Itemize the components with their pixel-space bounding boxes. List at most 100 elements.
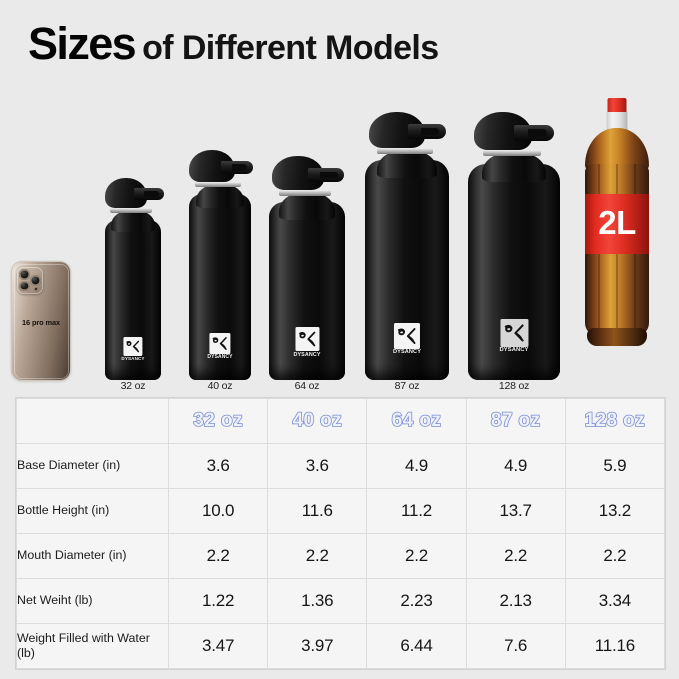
cell-mouth-diameter-32oz: 2.2 <box>167 533 269 579</box>
cola-neck <box>606 112 628 132</box>
cell-base-diameter-87oz: 4.9 <box>465 443 566 489</box>
cell-base-diameter-32oz: 3.6 <box>167 443 269 489</box>
neck-ring <box>483 150 541 156</box>
dysancy-logo-icon <box>295 327 319 352</box>
specifications-table: 32 oz 40 oz 64 oz 87 oz 128 oz Base Diam… <box>16 398 665 669</box>
product-label-40oz: 40 oz <box>207 380 233 392</box>
cola-label: 2L <box>585 194 649 254</box>
table-row: Bottle Height (in) 10.0 11.6 11.2 13.7 1… <box>16 488 665 534</box>
cell-weight-filled-64oz: 6.44 <box>366 623 467 669</box>
camera-lens-icon <box>19 269 30 280</box>
brand-badge: DYSANCY <box>392 322 422 356</box>
reference-object-iphone: 16 pro max <box>12 262 70 380</box>
brand-name: DYSANCY <box>392 349 422 356</box>
cola-cap <box>607 98 627 113</box>
camera-flash-icon <box>33 286 39 292</box>
brand-badge: DYSANCY <box>293 327 320 358</box>
cell-mouth-diameter-128oz: 2.2 <box>564 533 665 579</box>
column-header-128oz: 128 oz <box>564 398 665 444</box>
product-bottle-40oz: DYSANCY 40 oz <box>180 98 260 392</box>
neck-ring <box>377 148 433 154</box>
cell-mouth-diameter-87oz: 2.2 <box>465 533 566 579</box>
product-lineup: 16 pro max DYSANCY <box>0 80 679 392</box>
page-title-strong: Sizes <box>28 18 137 69</box>
dysancy-logo-icon <box>499 318 528 347</box>
brand-name: DYSANCY <box>207 354 233 360</box>
iphone-body: 16 pro max <box>12 262 70 380</box>
neck-ring <box>195 182 241 187</box>
column-header-label: 128 oz <box>584 409 646 432</box>
brand-badge: DYSANCY <box>121 336 145 362</box>
cell-net-weight-40oz: 1.36 <box>267 578 368 624</box>
column-header-label: 87 oz <box>490 409 541 432</box>
page-title-light: of Different Models <box>142 29 439 67</box>
row-label-weight-filled: Weight Filled with Water (lb) <box>16 623 169 669</box>
column-header-label: 64 oz <box>391 409 442 432</box>
table-row: Base Diameter (in) 3.6 3.6 4.9 4.9 5.9 <box>16 443 665 489</box>
product-bottle-128oz: DYSANCY 128 oz <box>460 98 568 392</box>
product-label-32oz: 32 oz <box>120 380 146 392</box>
product-label-87oz: 87 oz <box>394 380 420 392</box>
dysancy-logo-icon <box>209 332 231 354</box>
bottle-shoulder <box>482 152 546 182</box>
column-header-40oz: 40 oz <box>267 398 368 444</box>
bottle-shoulder <box>279 192 335 220</box>
bottle-cap <box>460 112 568 154</box>
column-header-32oz: 32 oz <box>167 398 269 444</box>
cell-mouth-diameter-40oz: 2.2 <box>267 533 368 579</box>
column-header-64oz: 64 oz <box>366 398 467 444</box>
column-header-label: 32 oz <box>193 409 244 432</box>
brand-badge: DYSANCY <box>207 332 233 361</box>
product-bottle-87oz: DYSANCY 87 oz <box>357 98 457 392</box>
cell-bottle-height-87oz: 13.7 <box>465 488 566 534</box>
table-row: Net Weiht (lb) 1.22 1.36 2.23 2.13 3.34 <box>16 578 665 624</box>
camera-lens-icon <box>19 280 30 292</box>
cap-handle <box>308 168 344 182</box>
cell-weight-filled-40oz: 3.97 <box>267 623 368 669</box>
cell-bottle-height-128oz: 13.2 <box>564 488 665 534</box>
cap-handle <box>134 188 164 200</box>
cell-weight-filled-87oz: 7.6 <box>465 623 566 669</box>
camera-lens-icon <box>30 275 41 286</box>
neck-ring <box>110 208 152 213</box>
cap-handle <box>221 161 253 174</box>
cell-mouth-diameter-64oz: 2.2 <box>366 533 467 579</box>
brand-badge: DYSANCY <box>499 318 529 354</box>
brand-name: DYSANCY <box>293 351 321 358</box>
cell-weight-filled-32oz: 3.47 <box>167 623 269 669</box>
cola-volume-label: 2L <box>598 204 636 241</box>
product-bottle-64oz: DYSANCY 64 oz <box>261 98 353 392</box>
bottle-cap <box>180 150 260 186</box>
brand-name: DYSANCY <box>499 347 529 354</box>
bottle-shoulder <box>111 210 155 232</box>
bottle-shoulder <box>196 184 244 208</box>
cell-bottle-height-40oz: 11.6 <box>267 488 368 534</box>
dysancy-logo-icon <box>394 322 420 349</box>
neck-ring <box>279 190 331 196</box>
product-label-64oz: 64 oz <box>294 380 320 392</box>
cap-handle <box>408 124 446 139</box>
iphone-model-label: 16 pro max <box>21 318 61 327</box>
cell-bottle-height-32oz: 10.0 <box>167 488 269 534</box>
cell-net-weight-32oz: 1.22 <box>167 578 269 624</box>
cell-base-diameter-128oz: 5.9 <box>564 443 665 489</box>
dysancy-logo-icon <box>123 336 143 356</box>
page-title: Sizes of Different Models <box>28 18 439 70</box>
row-label-base-diameter: Base Diameter (in) <box>16 443 169 489</box>
cap-handle <box>514 125 554 141</box>
bottle-cap <box>357 112 457 152</box>
table-row: Mouth Diameter (in) 2.2 2.2 2.2 2.2 2.2 <box>16 533 665 579</box>
cell-weight-filled-128oz: 11.16 <box>564 623 665 669</box>
table-corner-cell <box>16 398 169 444</box>
bottle-shoulder <box>377 150 437 178</box>
column-header-label: 40 oz <box>292 409 343 432</box>
cola-base <box>587 328 647 346</box>
cell-net-weight-87oz: 2.13 <box>465 578 566 624</box>
cell-bottle-height-64oz: 11.2 <box>366 488 467 534</box>
brand-name: DYSANCY <box>121 356 145 362</box>
table-header-row: 32 oz 40 oz 64 oz 87 oz 128 oz <box>16 398 665 444</box>
row-label-mouth-diameter: Mouth Diameter (in) <box>16 533 169 579</box>
bottle-cap <box>261 156 353 194</box>
row-label-net-weight: Net Weiht (lb) <box>16 578 169 624</box>
row-label-bottle-height: Bottle Height (in) <box>16 488 169 534</box>
